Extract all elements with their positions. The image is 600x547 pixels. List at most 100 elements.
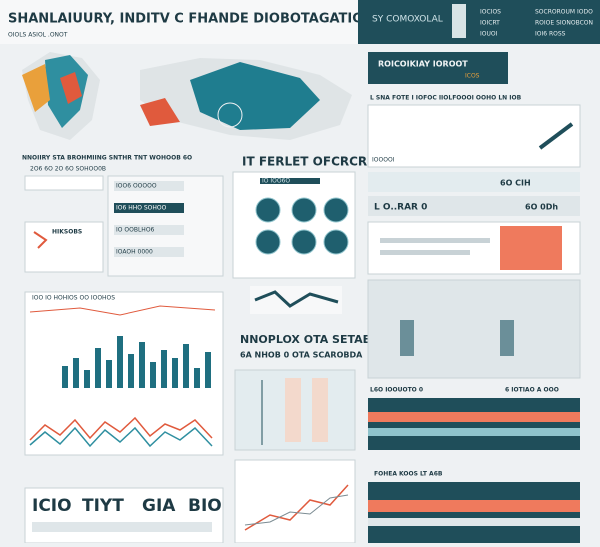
- bar-shape: [95, 348, 101, 388]
- left-subheading: 2O6 6O 2O 6O SOHOO0B: [30, 166, 106, 173]
- row-label: IO6 HHO SOHOO: [116, 205, 167, 212]
- subtitle: OIOLS ASIOL .ONOT: [8, 32, 68, 39]
- photo-shape: [285, 378, 301, 442]
- panel: [368, 196, 580, 216]
- map-ring: [217, 102, 243, 128]
- section-title: NNOPLOX OTA SETAEN: [240, 333, 379, 346]
- footer-word: BIO: [188, 496, 222, 516]
- header-block: [358, 0, 600, 44]
- panel: [367, 104, 581, 168]
- trend-line: [29, 305, 216, 316]
- middle-heading: IT FERLET OFCRCRIT: [242, 155, 381, 169]
- right-row: L O..RAR 0: [374, 203, 427, 213]
- right-intro: L SNA FOTE I IOFOC IIOLFOOOI OOHO LN IOB: [370, 95, 522, 102]
- right-row: 6O CIH: [500, 179, 531, 188]
- stripes-label: FOHEA KOOS LT A6B: [374, 471, 443, 478]
- stripes-tag: 6 IOTIAO A OOO: [505, 387, 559, 394]
- bar-shape: [73, 358, 79, 388]
- bar-shape: [106, 360, 112, 388]
- chart-label: IOO IO HOHIOS OO IOOHOS: [32, 295, 115, 302]
- callout: HIKSOBS: [52, 229, 82, 236]
- stripes-panel: [368, 398, 580, 450]
- panel-label: IO IOO6O: [262, 178, 290, 185]
- bar-shape: [194, 368, 200, 388]
- menu-item: IOUOI: [480, 31, 498, 38]
- banner-text: ROICOIKIAY IOROOT: [378, 60, 468, 69]
- footer-strip: [32, 522, 212, 532]
- right-row: 6O 0Dh: [525, 203, 558, 212]
- menu-item: IOI6 ROSS: [535, 31, 566, 38]
- highlight-block: [500, 226, 562, 270]
- bar-group: [62, 336, 211, 388]
- stripe: [368, 500, 580, 512]
- stripes-label: L6O IOOUOTO 0: [370, 387, 423, 394]
- menu-item: IOCIOS: [480, 9, 501, 16]
- wave-line: [29, 426, 213, 448]
- row-bar: [114, 203, 184, 213]
- circle-icon: [291, 197, 317, 223]
- bar-shape: [205, 352, 211, 388]
- panel: [368, 172, 580, 192]
- map-region: [22, 64, 50, 112]
- bar-shape: [161, 350, 167, 388]
- map-region: [190, 62, 320, 130]
- bar-shape: [150, 362, 156, 388]
- panel-line: [244, 484, 349, 531]
- footer-word: ICIO: [32, 496, 72, 516]
- row-label: IO OOBLHO6: [116, 227, 155, 234]
- callout-icon: [33, 231, 48, 249]
- circle-icon: [255, 197, 281, 223]
- panel-shape: [500, 320, 514, 356]
- chart-panel: [24, 291, 224, 456]
- circle-icon: [255, 229, 281, 255]
- panel: [24, 175, 104, 191]
- footer-word: TIYT: [82, 496, 124, 516]
- line-panel: [234, 459, 356, 544]
- row-label: IOO6 OOOOO: [116, 183, 157, 190]
- row-label: IOAOH 0000: [116, 249, 153, 256]
- row-bar: [114, 225, 184, 235]
- stripes-panel: [368, 482, 580, 543]
- right-row: IOOOOI: [372, 157, 395, 164]
- panel: [367, 279, 581, 379]
- left-heading: NNOIIRY STA BROHMIING SNTHR TNT WOHOOB 6…: [22, 155, 192, 162]
- banner: [368, 52, 508, 84]
- circle-icon: [323, 229, 349, 255]
- bar-strip: [380, 238, 490, 243]
- stripe: [368, 412, 580, 422]
- menu-item: ROIOE SIONOBCON: [535, 20, 593, 27]
- row-bar: [114, 181, 184, 191]
- row-list: IOO6 OOOOO IO6 HHO SOHOO IO OOBLHO6 IOAOH 0…: [114, 181, 184, 257]
- footer-panel: [24, 487, 224, 544]
- byline: SY COMOXOLAL: [372, 15, 443, 25]
- bar-strip: [380, 250, 470, 255]
- map-region: [140, 98, 180, 126]
- bar-shape: [62, 366, 68, 388]
- bar-shape: [172, 358, 178, 388]
- panel: [232, 171, 356, 279]
- bar-shape: [183, 344, 189, 388]
- row-bar: [114, 247, 184, 257]
- panel-tab: [260, 178, 320, 184]
- footer-word: GIA: [142, 496, 176, 516]
- menu-item: SOCROROUM IODO: [535, 9, 593, 16]
- map-region: [60, 72, 82, 104]
- panel-line: [244, 494, 349, 526]
- header-icon: [452, 4, 466, 38]
- menu-item: IOICRT: [480, 20, 500, 27]
- pen-icon: [538, 122, 574, 150]
- wave-line: [29, 416, 213, 441]
- image-scribble: [254, 290, 339, 308]
- circle-icon: [291, 229, 317, 255]
- stripe: [368, 428, 580, 436]
- circle-icon: [323, 197, 349, 223]
- bar-shape: [139, 342, 145, 388]
- bar-shape: [128, 354, 134, 388]
- circle-group: [255, 197, 349, 255]
- panel-shape: [400, 320, 414, 356]
- bar-shape: [84, 370, 90, 388]
- banner-tag: ICOS: [465, 73, 480, 80]
